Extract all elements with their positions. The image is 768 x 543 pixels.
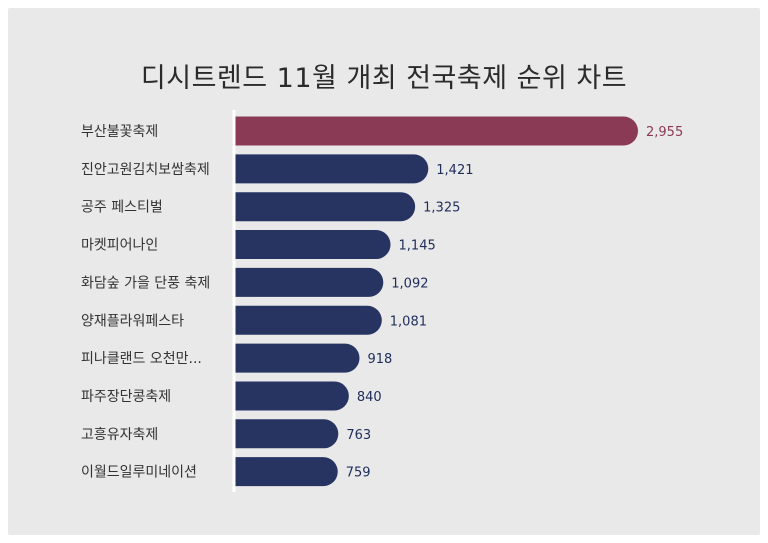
chart-card: 디시트렌드 11월 개최 전국축제 순위 차트	[8, 8, 760, 535]
category-label: 화담숲 가을 단풍 축제	[81, 275, 210, 291]
value-label: 1,325	[423, 201, 460, 216]
value-labels: 2,955 1,421 1,325 1,145 1,092 1,081 918 840 763 7…	[346, 125, 683, 481]
value-label: 1,081	[390, 314, 427, 329]
value-label: 1,092	[391, 276, 428, 291]
bar-4	[234, 230, 391, 260]
category-label: 피나클랜드 오천만...	[81, 351, 202, 367]
category-label: 마켓피어나인	[81, 238, 158, 254]
chart-title: 디시트렌드 11월 개최 전국축제 순위 차트	[140, 63, 628, 94]
bar-5	[234, 267, 384, 297]
bar-1	[234, 116, 638, 146]
value-label: 1,145	[399, 239, 436, 254]
category-label: 파주장단콩축제	[81, 389, 171, 405]
value-label: 763	[346, 428, 371, 443]
category-label: 부산불꽃축제	[81, 124, 158, 140]
bar-10	[234, 457, 338, 487]
value-label: 840	[357, 390, 382, 405]
category-label: 이월드일루미네이션	[81, 465, 197, 481]
bar-3	[234, 192, 416, 222]
category-label: 진안고원김치보쌈축제	[81, 162, 210, 178]
category-label: 고흥유자축제	[81, 427, 158, 443]
bar-2	[234, 154, 429, 184]
bar-9	[234, 419, 339, 449]
value-label: 1,421	[436, 163, 473, 178]
bar-7	[234, 343, 360, 373]
value-label: 918	[368, 352, 393, 367]
bars-group	[234, 116, 638, 487]
category-label: 양재플라워페스타	[81, 313, 184, 329]
bar-8	[234, 381, 349, 411]
bar-6	[234, 305, 382, 335]
category-label: 공주 페스티벌	[81, 200, 163, 216]
value-label: 2,955	[646, 125, 683, 140]
value-label: 759	[346, 466, 371, 481]
